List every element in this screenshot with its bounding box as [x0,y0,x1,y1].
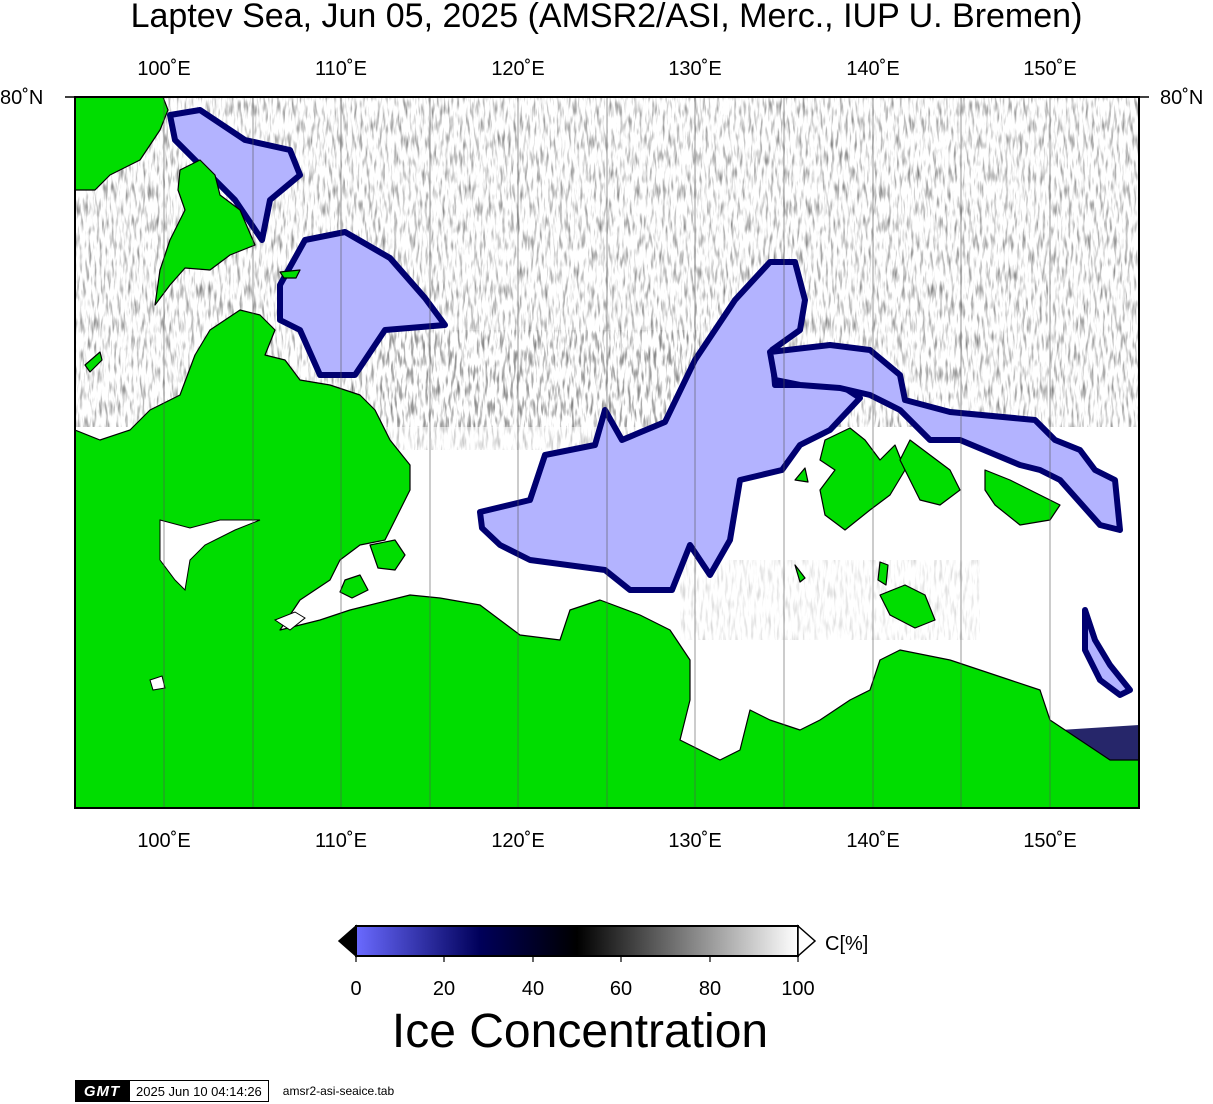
map-title: Laptev Sea, Jun 05, 2025 (AMSR2/ASI, Mer… [130,0,1083,35]
polynya-areas [167,107,1133,698]
gmt-logo: GMT [75,1080,129,1102]
lat-label-left: 80˚N [0,87,43,109]
lon-label: 130˚E [668,58,721,80]
colorbar-gradient [355,925,799,957]
filename-text: amsr2-asi-seaice.tab [282,1084,395,1098]
timestamp-text: 2025 Jun 10 04:14:26 [129,1080,269,1102]
lon-label: 150˚E [1023,58,1076,80]
colorbar-low-triangle [337,924,357,958]
lon-label: 120˚E [491,58,544,80]
colorbar-tick: 80 [699,978,721,1000]
lon-label: 140˚E [846,830,899,852]
map-frame [74,96,1140,809]
lon-label: 100˚E [137,830,190,852]
lon-label: 130˚E [668,830,721,852]
colorbar-title: Ice Concentration [391,1005,769,1058]
colorbar: 0 20 40 60 80 100 C[%] [337,924,868,1000]
lon-label: 100˚E [137,58,190,80]
gmt-timestamp: GMT 2025 Jun 10 04:14:26 amsr2-asi-seaic… [75,1080,394,1102]
lon-labels-top: 100˚E 110˚E 120˚E 130˚E 140˚E 150˚E [137,58,1076,80]
colorbar-unit: C[%] [825,933,868,955]
lon-label: 140˚E [846,58,899,80]
map-area [75,97,1139,808]
colorbar-tick: 60 [610,978,632,1000]
colorbar-tick: 0 [350,978,361,1000]
lon-label: 150˚E [1023,830,1076,852]
inland-water [149,519,306,691]
graticule [163,97,1051,808]
colorbar-tick: 100 [781,978,814,1000]
lon-label: 120˚E [491,830,544,852]
lat-label-right: 80˚N [1160,87,1203,109]
colorbar-tick: 20 [433,978,455,1000]
colorbar-tick: 40 [522,978,544,1000]
lon-labels-bottom: 100˚E 110˚E 120˚E 130˚E 140˚E 150˚E [137,830,1076,852]
lon-label: 110˚E [315,58,367,80]
colorbar-high-triangle [797,924,817,958]
lon-label: 110˚E [315,830,367,852]
